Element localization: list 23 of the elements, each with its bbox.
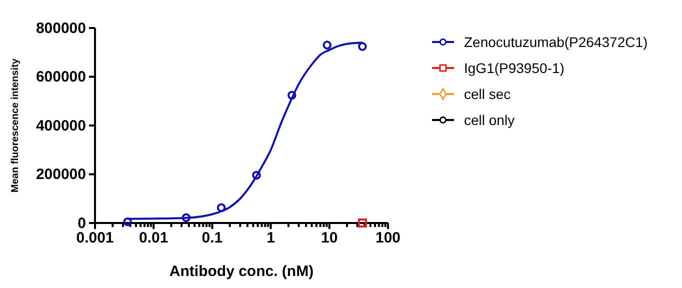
x-axis-title: Antibody conc. (nM) (169, 263, 314, 280)
y-axis-title: Mean fluorescence intensity (10, 58, 21, 192)
point (288, 90, 296, 100)
legend-label: Zenocutuzumab(P264372C1) (464, 34, 648, 50)
legend-label: cell only (464, 112, 515, 128)
x-tick-label: 0.001 (76, 230, 114, 247)
y-tick-label: 800000 (36, 20, 86, 37)
legend-label: IgG1(P93950-1) (464, 60, 564, 76)
x-tick-label: 0.01 (139, 230, 168, 247)
point (216, 203, 226, 212)
x-tick-label: 10 (321, 230, 338, 247)
x-tick-label: 1 (266, 230, 275, 247)
x-tick-label: 100 (375, 230, 401, 247)
y-tick-label: 200000 (36, 166, 86, 184)
y-tick-label: 0 (78, 214, 86, 232)
point (322, 40, 332, 50)
x-tick-label: 0.1 (202, 230, 223, 247)
point (252, 170, 261, 180)
point (358, 42, 367, 51)
y-tick-label: 400000 (36, 117, 86, 134)
y-tick-label: 600000 (36, 68, 86, 86)
point (182, 213, 191, 222)
legend-label: cell sec (464, 86, 511, 102)
